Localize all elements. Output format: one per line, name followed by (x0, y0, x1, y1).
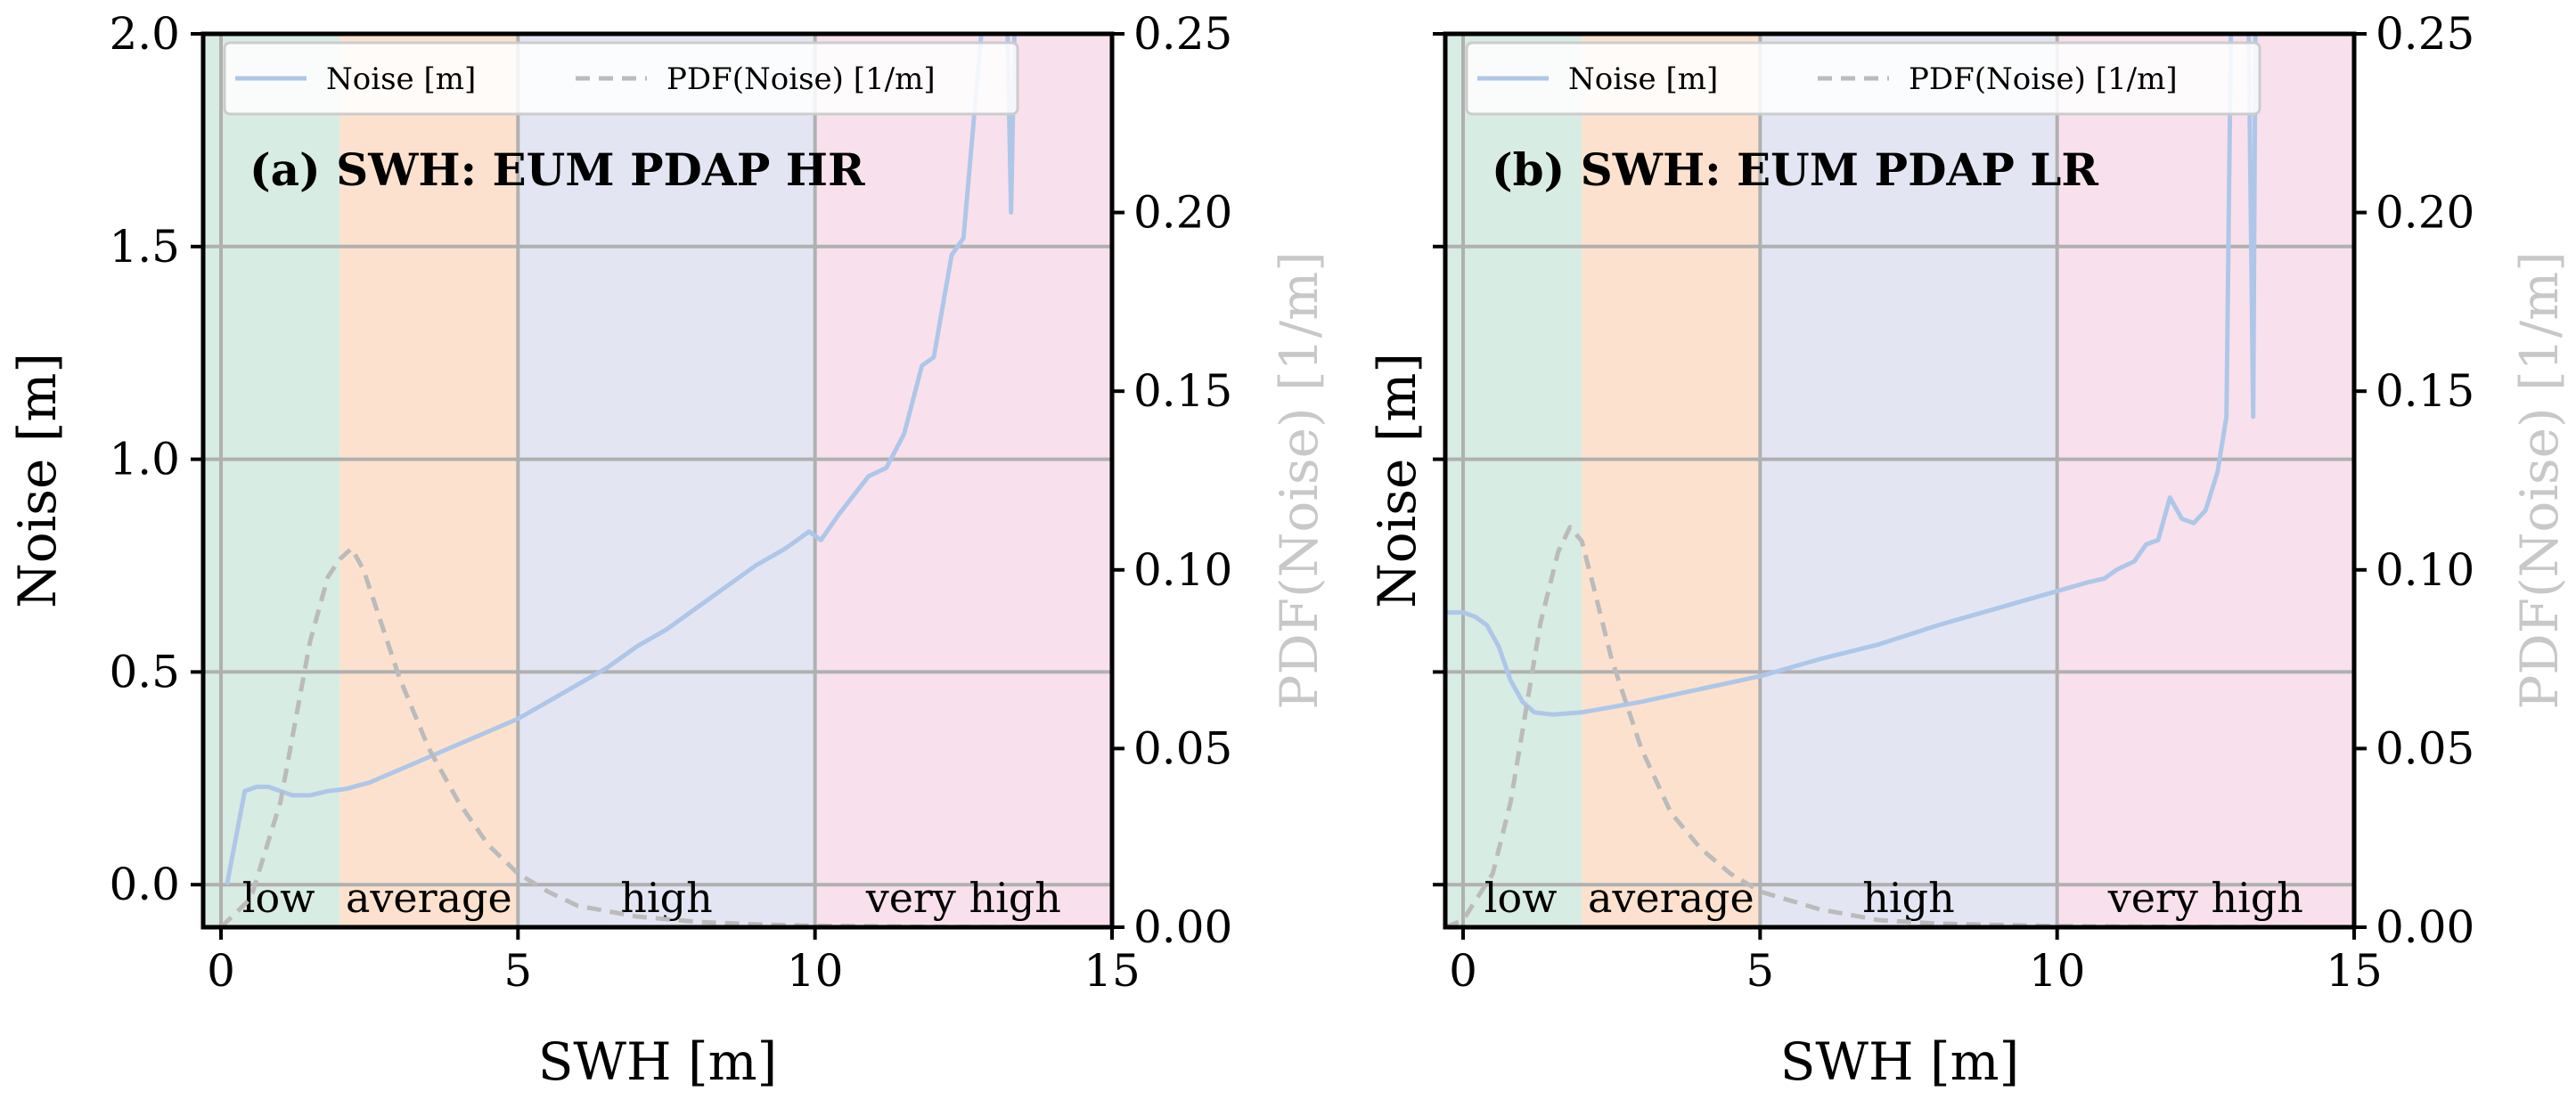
x-tick-label: 0 (207, 945, 235, 997)
chart-panel-a: low average high very high 0 5 10 15 0.0 0.5 1.0 1.… (7, 8, 1329, 1092)
y2-axis-label: PDF(Noise) [1/m] (1269, 251, 1329, 709)
y2-tick-label: 0.10 (2376, 544, 2474, 596)
y2-tick-label: 0.00 (1133, 901, 1232, 953)
axes-frame (200, 31, 1115, 930)
x-tick-label: 15 (1084, 945, 1141, 997)
region-label: very high (2107, 874, 2303, 922)
region-label: very high (865, 874, 1061, 922)
region-band-1 (1582, 34, 1761, 927)
series-group (1445, 34, 2354, 927)
y-tick-label: 1.0 (109, 434, 180, 485)
series-group (219, 34, 1112, 927)
legend-label-pdf: PDF(Noise) [1/m] (1909, 61, 2178, 97)
region-label: low (1484, 874, 1558, 922)
y-tick-label: 0.5 (109, 646, 180, 697)
axes-frame (1443, 31, 2357, 930)
x-tick-label: 5 (503, 945, 532, 997)
legend-box (223, 41, 1019, 116)
region-label: high (1862, 874, 1954, 922)
region-band-2 (1760, 34, 2057, 927)
x-axis-label: SWH [m] (538, 1031, 778, 1092)
region-band-2 (518, 34, 815, 927)
y2-tick-label: 0.05 (2376, 722, 2474, 774)
y2-tick-label: 0.20 (2376, 187, 2474, 239)
legend: Noise [m] PDF(Noise) [1/m] (223, 41, 1019, 116)
x-tick-label: 15 (2326, 945, 2383, 997)
y2-axis-label: PDF(Noise) [1/m] (2509, 251, 2570, 709)
x-tick-label: 5 (1746, 945, 1774, 997)
region-band-0 (203, 34, 340, 927)
legend-box (1465, 41, 2261, 116)
y2-tick-label: 0.15 (1133, 365, 1232, 417)
panel-title: (b) SWH: EUM PDAP LR (1492, 143, 2098, 196)
region-band-3 (2057, 34, 2354, 927)
y-tick-label: 0.0 (109, 859, 180, 910)
x-tick-label: 10 (2029, 945, 2086, 997)
x-tick-label: 10 (787, 945, 844, 997)
y2-tick-label: 0.20 (1133, 187, 1232, 239)
region-band-1 (339, 34, 519, 927)
pdf-line (1445, 525, 2354, 927)
region-label: average (346, 874, 512, 922)
legend-label-noise: Noise [m] (326, 61, 476, 97)
y2-tick-label: 0.25 (2376, 8, 2474, 60)
y-tick-label: 2.0 (109, 8, 180, 60)
y-axis-label: Noise [m] (1367, 353, 1427, 608)
y2-tick-label: 0.05 (1133, 722, 1232, 774)
region-label: average (1588, 874, 1754, 922)
y-tick-label: 1.5 (109, 221, 180, 273)
noise-line (225, 34, 1018, 885)
legend: Noise [m] PDF(Noise) [1/m] (1465, 41, 2261, 116)
chart-panel-b: low average high very high 0 5 10 150.00 0.05 0.1… (1367, 8, 2570, 1092)
y2-tick-label: 0.10 (1133, 544, 1232, 596)
legend-label-noise: Noise [m] (1568, 61, 1718, 97)
region-label: low (242, 874, 315, 922)
y2-tick-label: 0.00 (2376, 901, 2474, 953)
region-label: high (620, 874, 712, 922)
y-axis-label: Noise [m] (7, 353, 68, 608)
y2-tick-label: 0.25 (1133, 8, 1232, 60)
y2-tick-label: 0.15 (2376, 365, 2474, 417)
panel-title: (a) SWH: EUM PDAP HR (249, 143, 865, 196)
noise-line (1445, 34, 2258, 717)
x-axis-label: SWH [m] (1780, 1031, 2020, 1092)
legend-label-pdf: PDF(Noise) [1/m] (666, 61, 936, 97)
pdf-line (219, 546, 1112, 927)
x-tick-label: 0 (1449, 945, 1477, 997)
